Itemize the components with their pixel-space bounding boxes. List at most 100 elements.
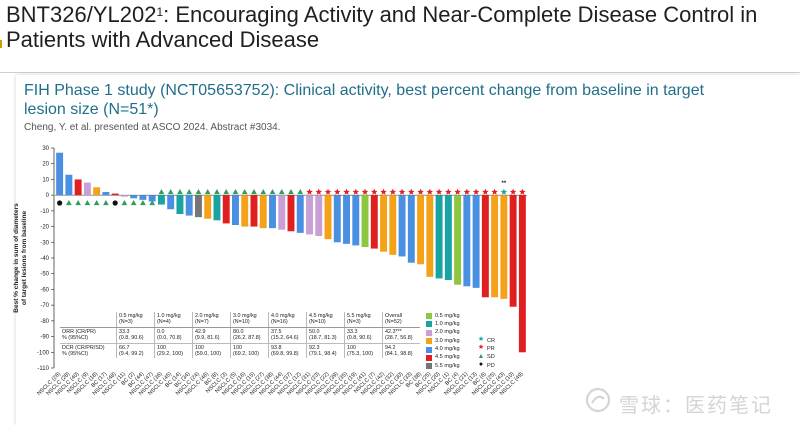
bar (176, 195, 184, 214)
legend-swatch (426, 338, 432, 345)
bar (343, 195, 350, 244)
table-cell: 0.0 (0.0, 70.8) (154, 327, 193, 344)
legend-label: 4.5 mg/kg (435, 354, 460, 361)
table-cell: 100 (59.0, 100) (192, 342, 231, 359)
bar (435, 195, 443, 279)
bar (259, 195, 267, 229)
bar (463, 195, 471, 287)
cr-annotation: ** (502, 181, 507, 187)
bar (157, 195, 165, 205)
sd-marker (269, 189, 276, 195)
legend-swatch (426, 346, 432, 353)
pr-marker (334, 188, 341, 195)
legend-label: 5.5 mg/kg (435, 362, 460, 369)
bar (204, 195, 212, 219)
bar (472, 195, 480, 288)
figure-subtitle: FIH Phase 1 study (NCT05653752): Clinica… (24, 82, 705, 118)
table-header-cell: 3.0 mg/kg (N=10) (230, 312, 269, 328)
bar (333, 195, 341, 243)
pr-marker (315, 188, 322, 195)
bar (417, 195, 425, 265)
sd-marker (278, 189, 285, 195)
pr-marker (509, 188, 517, 195)
legend-swatch (426, 354, 432, 361)
watermark-text: 雪球：医药笔记 (619, 393, 773, 417)
table-row-label: DCR (CR/PR/SD)% (95%CI) (60, 342, 117, 359)
pr-marker (454, 188, 461, 195)
sd-marker (297, 189, 304, 195)
sd-marker (66, 200, 72, 206)
y-axis-label: Best % change in sum of diametersof targ… (13, 203, 28, 313)
legend-swatch (426, 363, 432, 370)
pd-marker (112, 200, 118, 206)
y-tick-label: 30 (42, 146, 49, 152)
star-icon: ★ (477, 344, 485, 352)
bar (491, 195, 499, 298)
bar (518, 195, 526, 353)
table-header-cell: 0.5 mg/kg (N=3) (116, 312, 155, 328)
sd-marker (140, 200, 146, 206)
bar (361, 195, 369, 247)
pr-marker (426, 188, 434, 195)
bar (278, 195, 286, 230)
citation: Cheng, Y. et al. presented at ASCO 2024.… (24, 122, 281, 133)
bar (352, 195, 360, 246)
y-tick-label: -10 (40, 209, 49, 215)
pd-marker (57, 200, 63, 206)
pr-marker (435, 188, 443, 195)
legend-label: 1.0 mg/kg (435, 320, 460, 327)
pr-marker (343, 188, 350, 195)
y-tick-label: -110 (37, 366, 49, 372)
sd-marker (241, 189, 248, 195)
bar (241, 195, 249, 227)
pr-marker (519, 188, 526, 195)
table-header-cell: 4.5 mg/kg (N=10) (306, 312, 345, 328)
bar (250, 195, 258, 227)
legend-label: CR (487, 337, 496, 344)
sd-marker (158, 189, 165, 195)
legend-label: 0.5 mg/kg (435, 312, 460, 319)
y-tick-label: -30 (40, 240, 49, 246)
bar (500, 195, 508, 299)
legend-label: PD (487, 362, 495, 369)
bar (426, 195, 434, 277)
bar (481, 195, 489, 298)
table-row-dcr: DCR (CR/PR/SD)% (95%CI) 66.7 (9.4, 99.2) … (60, 342, 420, 359)
sd-marker (288, 189, 294, 195)
sd-marker (103, 200, 109, 206)
bar (444, 195, 452, 280)
bar (306, 195, 313, 235)
table-header-cell: 4.0 mg/kg (N=16) (268, 312, 307, 328)
bar (130, 195, 138, 199)
snowball-logo-icon (585, 387, 611, 413)
y-tick-label: -80 (40, 319, 49, 325)
sd-marker (195, 189, 202, 195)
table-cell: 50.0 (18.7, 81.3) (306, 327, 345, 344)
legend-label: SD (487, 354, 495, 361)
pr-marker (380, 188, 387, 195)
y-tick-label: -90 (40, 335, 49, 341)
table-cell: 100 (29.2, 100) (154, 342, 193, 359)
bar (222, 195, 230, 224)
star-icon: ★ (477, 336, 485, 343)
bar (454, 195, 462, 285)
bar (324, 195, 332, 240)
pr-marker (491, 188, 498, 195)
table-cell: 92.3 (79.1, 98.4) (306, 342, 345, 359)
table-cell: 66.7 (9.4, 99.2) (116, 342, 155, 359)
table-row-label: ORR (CR/PR)% (95%CI) (62, 328, 96, 342)
pr-marker (445, 188, 452, 195)
sd-marker (130, 200, 137, 206)
sd-marker (93, 200, 100, 206)
sd-marker (186, 189, 193, 195)
bar (83, 182, 91, 196)
y-tick-label: -40 (40, 256, 49, 262)
table-row-orr: ORR (CR/PR)% (95%CI) 33.3 (0.8, 90.6) 0.0… (60, 327, 420, 344)
y-tick-label: -20 (40, 225, 49, 231)
table-cell: 94.2 (84.1, 98.8) (382, 342, 420, 359)
table-header-cell: 5.5 mg/kg (N=3) (344, 312, 383, 328)
legend-swatch (426, 313, 432, 319)
bar (287, 195, 295, 232)
title-divider (0, 72, 800, 73)
